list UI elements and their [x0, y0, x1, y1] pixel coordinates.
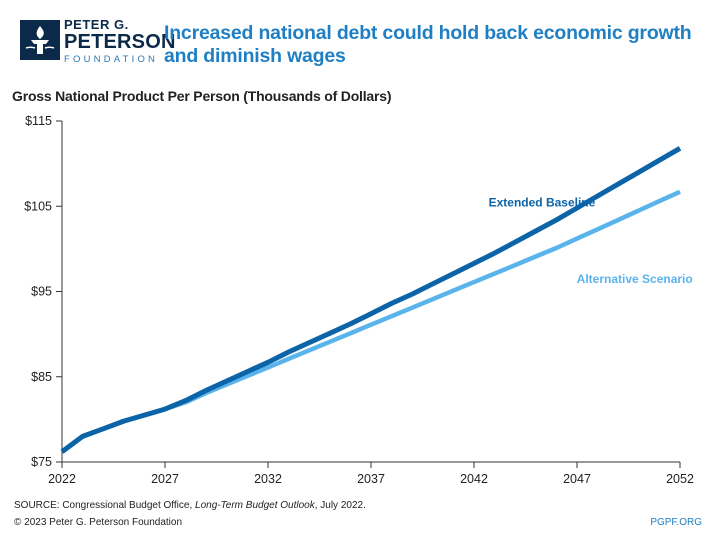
logo-line-1: PETER G. — [64, 17, 129, 32]
series-line-extended-baseline — [60, 146, 682, 454]
peterson-logo[interactable]: PETER G. PETERSON FOUNDATION — [20, 16, 175, 68]
x-tick-label: 2032 — [254, 472, 282, 486]
logo-line-2: PETERSON — [64, 31, 176, 53]
x-tick-label: 2037 — [357, 472, 385, 486]
header: PETER G. PETERSON FOUNDATION Increased n… — [0, 0, 720, 80]
source-note: SOURCE: Congressional Budget Office, Lon… — [14, 500, 366, 511]
annotation-layer: Extended Baseline Alternative Scenario — [489, 195, 693, 286]
series-label-alternative-scenario: Alternative Scenario — [577, 272, 693, 286]
series-label-extended-baseline: Extended Baseline — [489, 195, 596, 209]
x-tick-label: 2047 — [563, 472, 591, 486]
logo-text: PETER G. PETERSON FOUNDATION — [64, 18, 176, 65]
logo-line-3: FOUNDATION — [64, 54, 159, 65]
x-tick-label: 2022 — [48, 472, 76, 486]
torch-logo-icon — [20, 20, 60, 60]
chart-axes: $75 $85 $95 $105 $115 2022 2027 2032 2037 2042 204… — [24, 114, 694, 486]
chart-title: Gross National Product Per Person (Thous… — [12, 88, 392, 104]
x-tick-label: 2042 — [460, 472, 488, 486]
y-tick-label: $115 — [25, 114, 52, 128]
source-prefix: SOURCE: Congressional Budget Office, — [14, 500, 196, 511]
y-tick-label: $95 — [31, 285, 52, 299]
source-suffix: , July 2022. — [314, 500, 366, 511]
y-tick-label: $85 — [31, 370, 52, 384]
y-tick-label: $75 — [31, 455, 52, 469]
copyright-note: © 2023 Peter G. Peterson Foundation — [14, 517, 183, 528]
x-tick-label: 2027 — [151, 472, 179, 486]
pgpf-link[interactable]: PGPF.ORG — [650, 517, 702, 528]
y-tick-label: $105 — [24, 199, 52, 213]
x-tick-label: 2052 — [666, 472, 694, 486]
series-layer — [60, 146, 682, 454]
source-title: Long-Term Budget Outlook — [195, 500, 315, 511]
page-title: Increased national debt could hold back … — [164, 22, 692, 67]
